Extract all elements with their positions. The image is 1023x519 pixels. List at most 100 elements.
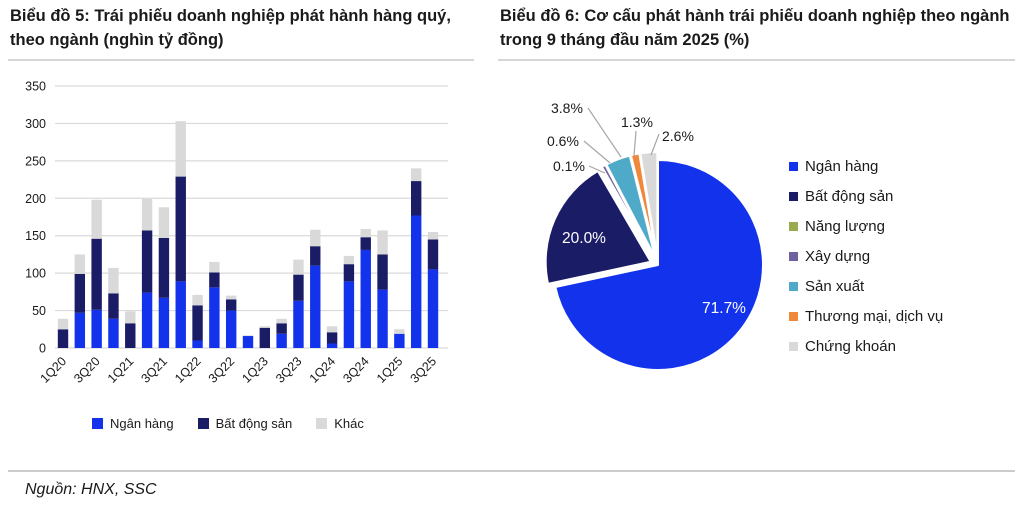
bar-segment <box>360 237 371 250</box>
legend-swatch-icon <box>789 282 798 291</box>
leader-line <box>650 133 660 156</box>
legend-swatch-icon <box>197 418 209 429</box>
x-axis-tick-label: 1Q24 <box>307 354 339 386</box>
pie-percentage-label: 1.3% <box>621 114 653 130</box>
legend-swatch-icon <box>316 418 328 429</box>
bar-segment <box>91 238 102 310</box>
bar-segment <box>410 181 422 216</box>
x-axis-tick-label: 1Q22 <box>172 354 204 386</box>
y-axis-tick-label: 300 <box>25 117 46 131</box>
pie-legend-item: Năng lượng <box>789 218 943 235</box>
bar-segment <box>141 199 153 231</box>
legend-label: Chứng khoán <box>805 338 896 355</box>
x-axis-tick-label: 3Q20 <box>71 354 103 386</box>
pie-legend-item: Xây dựng <box>789 248 943 265</box>
pie-percentage-label: 3.8% <box>551 100 583 116</box>
bar-segment <box>74 254 86 274</box>
bar-segment <box>209 261 220 273</box>
bar-segment <box>394 333 405 348</box>
pie-percentage-label: 2.6% <box>662 128 694 144</box>
bar-segment <box>74 312 86 348</box>
legend-swatch-icon <box>789 222 798 231</box>
bar-segment <box>209 287 220 348</box>
y-axis-tick-label: 250 <box>25 154 46 168</box>
bar-segment <box>242 335 254 337</box>
legend-swatch-icon <box>92 418 103 429</box>
bar-segment <box>158 237 170 298</box>
bar-segment <box>360 228 371 238</box>
x-axis-tick-label: 3Q24 <box>340 354 372 386</box>
bar-segment <box>276 318 287 324</box>
pie-legend-item: Chứng khoán <box>789 338 943 355</box>
bar-segment <box>192 294 203 306</box>
bar-segment <box>343 255 355 265</box>
chart6-title: Biểu đồ 6: Cơ cấu phát hành trái phiếu d… <box>500 7 1010 49</box>
leader-line <box>587 107 622 158</box>
pie-slice <box>600 164 656 259</box>
y-axis-tick-label: 350 <box>25 80 46 94</box>
leader-line <box>633 130 637 157</box>
x-axis-tick-label: 3Q21 <box>138 354 170 386</box>
bar-segment <box>377 254 388 290</box>
bar-segment <box>108 267 119 294</box>
pie-slice <box>554 159 764 371</box>
y-axis-tick-label: 200 <box>25 192 46 206</box>
bar-segment <box>343 281 355 348</box>
bar-segment <box>326 343 338 348</box>
bar-segment <box>427 231 439 240</box>
bar-segment <box>225 310 237 348</box>
legend-label: Bất động sản <box>215 416 293 431</box>
bar-legend-item: Bất động sản <box>197 416 293 431</box>
bar-segment <box>141 292 153 348</box>
bar-segment <box>57 318 69 330</box>
y-axis-tick-label: 50 <box>32 304 46 318</box>
x-axis-tick-label: 3Q23 <box>273 354 305 386</box>
chart5-title-divider <box>8 59 474 61</box>
bar-segment <box>259 326 271 328</box>
bar-segment <box>293 259 304 275</box>
bar-segment <box>259 327 271 348</box>
legend-swatch-icon <box>789 252 798 261</box>
pie-percentage-label: 71.7% <box>702 300 746 317</box>
leader-line <box>588 165 606 174</box>
bar-segment <box>293 274 304 301</box>
pie-legend-item: Thương mại, dịch vụ <box>789 308 943 325</box>
bar-segment <box>276 333 287 348</box>
bar-segment <box>343 264 355 282</box>
bar-segment <box>91 199 102 239</box>
bar-segment <box>242 336 254 348</box>
bar-segment <box>410 168 422 182</box>
pie-legend-item: Bất động sản <box>789 188 943 205</box>
pie-slice <box>605 154 657 259</box>
pie-percentage-label: 0.6% <box>547 133 579 149</box>
bar-segment <box>410 215 422 348</box>
pie-slice <box>639 151 659 259</box>
bar-segment <box>175 281 186 348</box>
issuance-structure-pie-chart: 71.7% 20.0% 0.1% 0.6% 3.8% 1.3% 2.6% <box>544 100 764 371</box>
legend-label: Khác <box>334 416 364 431</box>
x-axis-tick-label: 3Q25 <box>408 354 440 386</box>
pie-percentage-label: 20.0% <box>562 230 606 247</box>
legend-label: Bất động sản <box>805 188 894 205</box>
bar-segment <box>125 311 136 324</box>
legend-swatch-icon <box>789 162 798 171</box>
pie-chart-legend: Ngân hàng Bất động sản Năng lượng Xây dựng S… <box>789 158 943 355</box>
bar-segment <box>310 229 321 247</box>
pie-slice <box>544 170 652 285</box>
x-axis-tick-label: 1Q25 <box>374 354 406 386</box>
bar-segment <box>175 121 186 177</box>
bar-segment <box>293 300 304 348</box>
chart5-title: Biểu đồ 5: Trái phiếu doanh nghiệp phát … <box>10 7 451 49</box>
bar-segment <box>141 230 153 293</box>
pie-legend-item: Sản xuất <box>789 278 943 295</box>
pie-legend-item: Ngân hàng <box>789 158 943 175</box>
y-axis-tick-label: 0 <box>39 342 46 356</box>
legend-label: Ngân hàng <box>805 158 879 175</box>
legend-label: Xây dựng <box>805 248 871 265</box>
bar-segment <box>192 340 203 348</box>
bar-segment <box>377 230 388 255</box>
bar-segment <box>326 326 338 333</box>
bar-segment <box>158 207 170 238</box>
legend-swatch-icon <box>789 192 798 201</box>
